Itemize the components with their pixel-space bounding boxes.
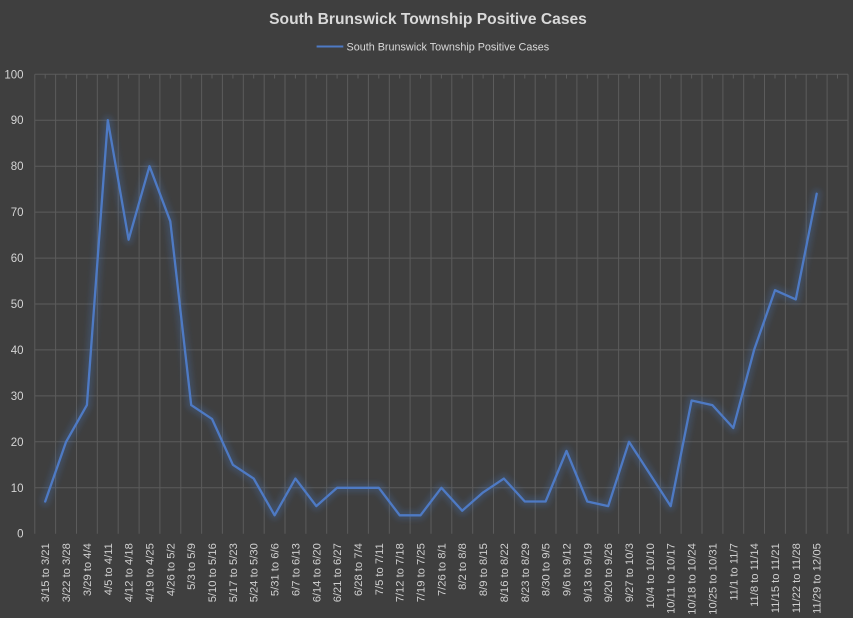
svg-text:50: 50 xyxy=(11,299,24,311)
svg-text:60: 60 xyxy=(11,253,24,265)
svg-text:4/12 to 4/18: 4/12 to 4/18 xyxy=(124,543,136,602)
svg-text:100: 100 xyxy=(4,69,23,81)
svg-text:10/11 to 10/17: 10/11 to 10/17 xyxy=(666,543,678,614)
svg-text:8/2 to 8/8: 8/2 to 8/8 xyxy=(457,543,469,590)
svg-text:40: 40 xyxy=(11,345,24,357)
svg-text:9/20 to 9/26: 9/20 to 9/26 xyxy=(603,543,615,602)
svg-text:8/23 to 8/29: 8/23 to 8/29 xyxy=(520,543,532,602)
svg-text:7/19 to 7/25: 7/19 to 7/25 xyxy=(416,543,428,602)
svg-text:0: 0 xyxy=(17,529,23,541)
svg-text:10: 10 xyxy=(11,483,24,495)
svg-text:6/7 to 6/13: 6/7 to 6/13 xyxy=(290,543,302,596)
svg-text:5/10 to 5/16: 5/10 to 5/16 xyxy=(207,543,219,602)
svg-text:10/18 to 10/24: 10/18 to 10/24 xyxy=(687,543,699,615)
svg-text:5/3 to 5/9: 5/3 to 5/9 xyxy=(186,543,198,590)
svg-text:8/16 to 8/22: 8/16 to 8/22 xyxy=(499,543,511,602)
svg-text:South Brunswick Township Posit: South Brunswick Township Positive Cases xyxy=(347,41,550,53)
svg-text:11/29 to 12/05: 11/29 to 12/05 xyxy=(812,543,824,614)
svg-text:11/8 to 11/14: 11/8 to 11/14 xyxy=(749,543,761,607)
svg-text:5/24 to 5/30: 5/24 to 5/30 xyxy=(249,543,261,602)
svg-text:9/6 to 9/12: 9/6 to 9/12 xyxy=(562,543,574,596)
svg-text:30: 30 xyxy=(11,391,24,403)
svg-text:10/25 to 10/31: 10/25 to 10/31 xyxy=(707,543,719,615)
svg-text:70: 70 xyxy=(11,207,24,219)
svg-text:4/5 to 4/11: 4/5 to 4/11 xyxy=(103,543,115,595)
svg-text:8/9 to 8/15: 8/9 to 8/15 xyxy=(478,543,490,596)
svg-text:7/12 to 7/18: 7/12 to 7/18 xyxy=(395,543,407,602)
svg-text:3/15 to 3/21: 3/15 to 3/21 xyxy=(40,543,52,602)
svg-text:8/30 to 9/5: 8/30 to 9/5 xyxy=(541,543,553,596)
svg-text:6/14 to 6/20: 6/14 to 6/20 xyxy=(311,543,323,602)
svg-text:3/22 to 3/28: 3/22 to 3/28 xyxy=(61,543,73,602)
svg-text:80: 80 xyxy=(11,161,24,173)
svg-text:90: 90 xyxy=(11,115,24,127)
svg-text:5/17 to 5/23: 5/17 to 5/23 xyxy=(228,543,240,602)
svg-text:3/29 to 4/4: 3/29 to 4/4 xyxy=(82,543,94,596)
svg-text:11/1 to 11/7: 11/1 to 11/7 xyxy=(728,543,740,600)
svg-text:11/15 to 11/21: 11/15 to 11/21 xyxy=(770,543,782,613)
svg-text:4/19 to 4/25: 4/19 to 4/25 xyxy=(145,543,157,602)
svg-text:5/31 to 6/6: 5/31 to 6/6 xyxy=(270,543,282,596)
svg-text:7/26 to 8/1: 7/26 to 8/1 xyxy=(436,543,448,596)
svg-text:6/21 to 6/27: 6/21 to 6/27 xyxy=(332,543,344,602)
svg-text:11/22 to 11/28: 11/22 to 11/28 xyxy=(791,543,803,613)
svg-text:20: 20 xyxy=(11,437,24,449)
svg-text:9/13 to 9/19: 9/13 to 9/19 xyxy=(582,543,594,602)
svg-text:6/28 to 7/4: 6/28 to 7/4 xyxy=(353,543,365,596)
svg-text:10/4 to 10/10: 10/4 to 10/10 xyxy=(645,543,657,608)
svg-text:4/26 to 5/2: 4/26 to 5/2 xyxy=(165,543,177,596)
svg-text:9/27 to 10/3: 9/27 to 10/3 xyxy=(624,543,636,602)
svg-text:South Brunswick Township Posit: South Brunswick Township Positive Cases xyxy=(269,11,587,28)
svg-text:7/5 to 7/11: 7/5 to 7/11 xyxy=(374,543,386,595)
